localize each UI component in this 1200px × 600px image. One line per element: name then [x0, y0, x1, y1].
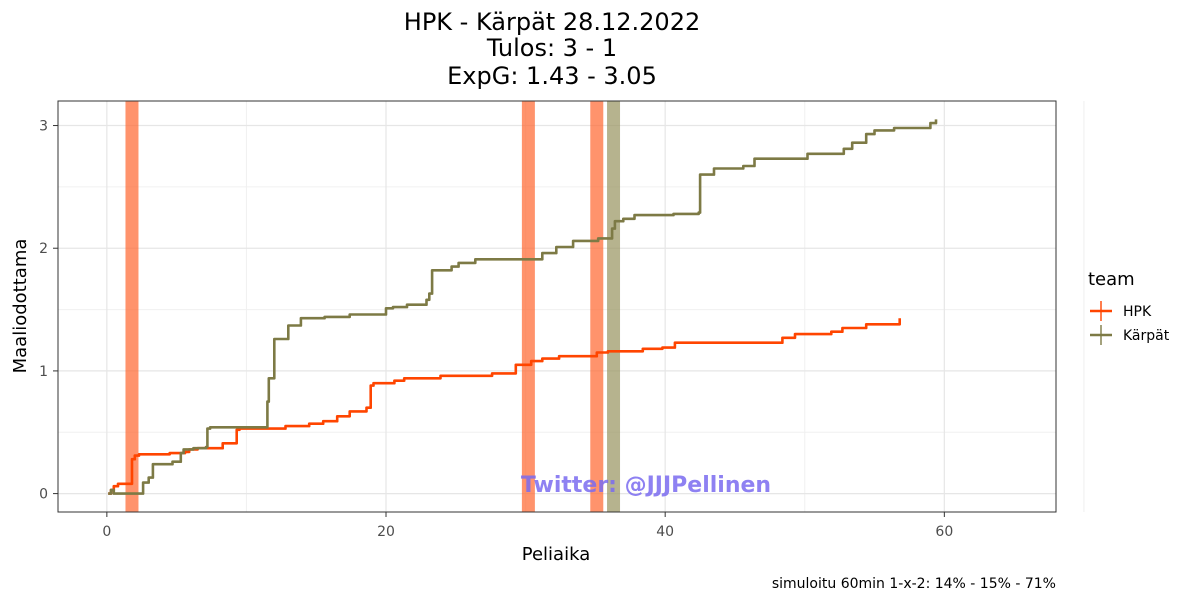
series-line-krpt	[108, 119, 938, 495]
x-tick-label: 40	[656, 524, 674, 540]
legend-label: Kärpät	[1123, 328, 1170, 344]
title-line-3: ExpG: 1.43 - 3.05	[447, 62, 657, 90]
y-tick-label: 0	[39, 487, 48, 503]
x-tick-label: 20	[377, 524, 395, 540]
y-tick-label: 1	[39, 364, 48, 380]
title-line-1: HPK - Kärpät 28.12.2022	[404, 8, 700, 36]
plot-border	[57, 100, 1057, 513]
goal-band-hpk	[521, 101, 535, 512]
y-tick-label: 3	[39, 119, 48, 135]
plot-area: 0 20 40 60 0 1 2 3	[39, 100, 1085, 540]
goal-band-hpk	[125, 101, 139, 512]
watermark: Twitter: @JJJPellinen	[521, 473, 771, 498]
plot-background	[58, 101, 1056, 512]
legend-title: team	[1088, 269, 1135, 290]
x-tick-label: 60	[935, 524, 953, 540]
goal-band-hpk	[590, 101, 604, 512]
x-tick-label: 0	[102, 524, 111, 540]
y-axis-title: Maaliodottama	[10, 239, 31, 374]
legend-label: HPK	[1123, 304, 1152, 320]
caption: simuloitu 60min 1-x-2: 14% - 15% - 71%	[772, 576, 1056, 592]
chart-title: HPK - Kärpät 28.12.2022 Tulos: 3 - 1 Exp…	[404, 8, 700, 90]
goal-band-krpt	[607, 101, 621, 512]
series-line-hpk	[108, 318, 901, 495]
x-axis-title: Peliaika	[522, 544, 590, 565]
y-tick-label: 2	[39, 241, 48, 257]
legend: team HPK Kärpät	[1088, 269, 1170, 345]
title-line-2: Tulos: 3 - 1	[486, 34, 617, 62]
